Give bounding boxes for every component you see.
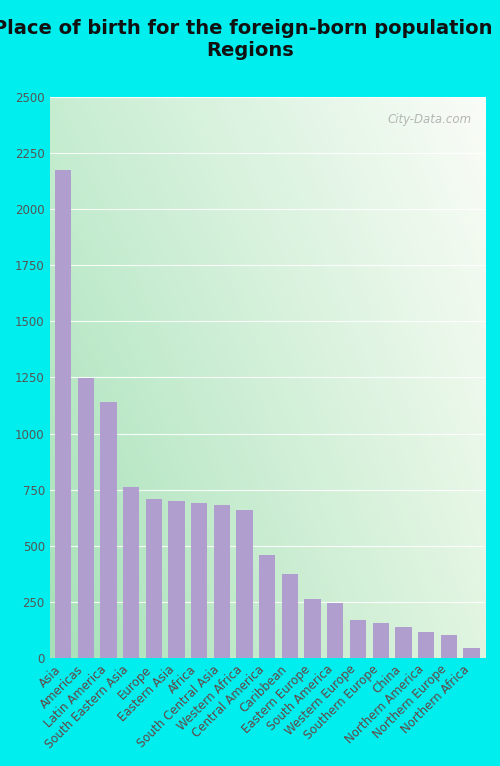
Bar (236, 510, 253, 658)
Bar (55, 169, 72, 658)
Bar (327, 603, 344, 658)
Bar (146, 499, 162, 658)
Bar (123, 487, 140, 658)
Bar (78, 378, 94, 658)
Bar (463, 648, 479, 658)
Bar (168, 501, 185, 658)
Bar (282, 574, 298, 658)
Bar (304, 598, 321, 658)
Bar (440, 634, 457, 658)
Bar (372, 624, 389, 658)
Text: City-Data.com: City-Data.com (388, 113, 472, 126)
Bar (191, 503, 208, 658)
Bar (395, 627, 411, 658)
Bar (350, 620, 366, 658)
Text: Place of birth for the foreign-born population -
Regions: Place of birth for the foreign-born popu… (0, 19, 500, 61)
Bar (259, 555, 276, 658)
Bar (100, 402, 116, 658)
Bar (418, 632, 434, 658)
Bar (214, 506, 230, 658)
